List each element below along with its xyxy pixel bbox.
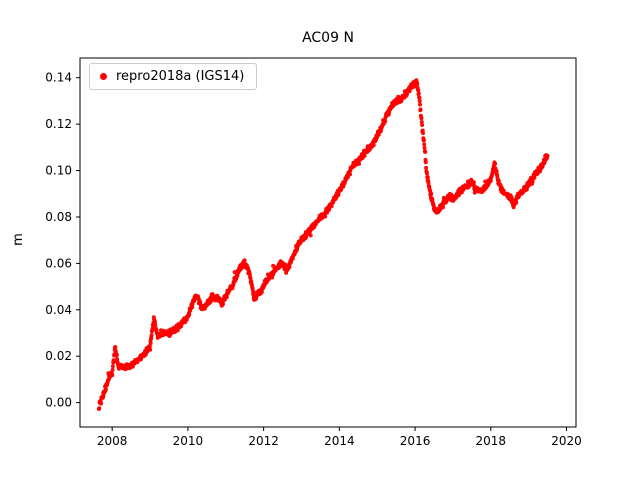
- legend-label: repro2018a (IGS14): [116, 69, 245, 84]
- legend: repro2018a (IGS14): [89, 63, 258, 90]
- legend-dot-icon: [100, 73, 107, 80]
- svg-text:0.10: 0.10: [45, 164, 72, 178]
- svg-text:0.08: 0.08: [45, 210, 72, 224]
- svg-text:0.02: 0.02: [45, 349, 72, 363]
- svg-text:0.04: 0.04: [45, 303, 72, 317]
- svg-text:0.06: 0.06: [45, 256, 72, 270]
- svg-text:0.12: 0.12: [45, 117, 72, 131]
- svg-text:2010: 2010: [173, 434, 204, 448]
- svg-text:0.14: 0.14: [45, 71, 72, 85]
- svg-text:2020: 2020: [551, 434, 582, 448]
- y-axis-label: m: [10, 233, 26, 246]
- svg-text:2012: 2012: [248, 434, 279, 448]
- svg-text:2016: 2016: [400, 434, 431, 448]
- svg-text:2018: 2018: [476, 434, 507, 448]
- svg-text:0.00: 0.00: [45, 396, 72, 410]
- svg-text:2008: 2008: [97, 434, 128, 448]
- chart-title: AC09 N: [302, 30, 354, 46]
- svg-text:2014: 2014: [324, 434, 355, 448]
